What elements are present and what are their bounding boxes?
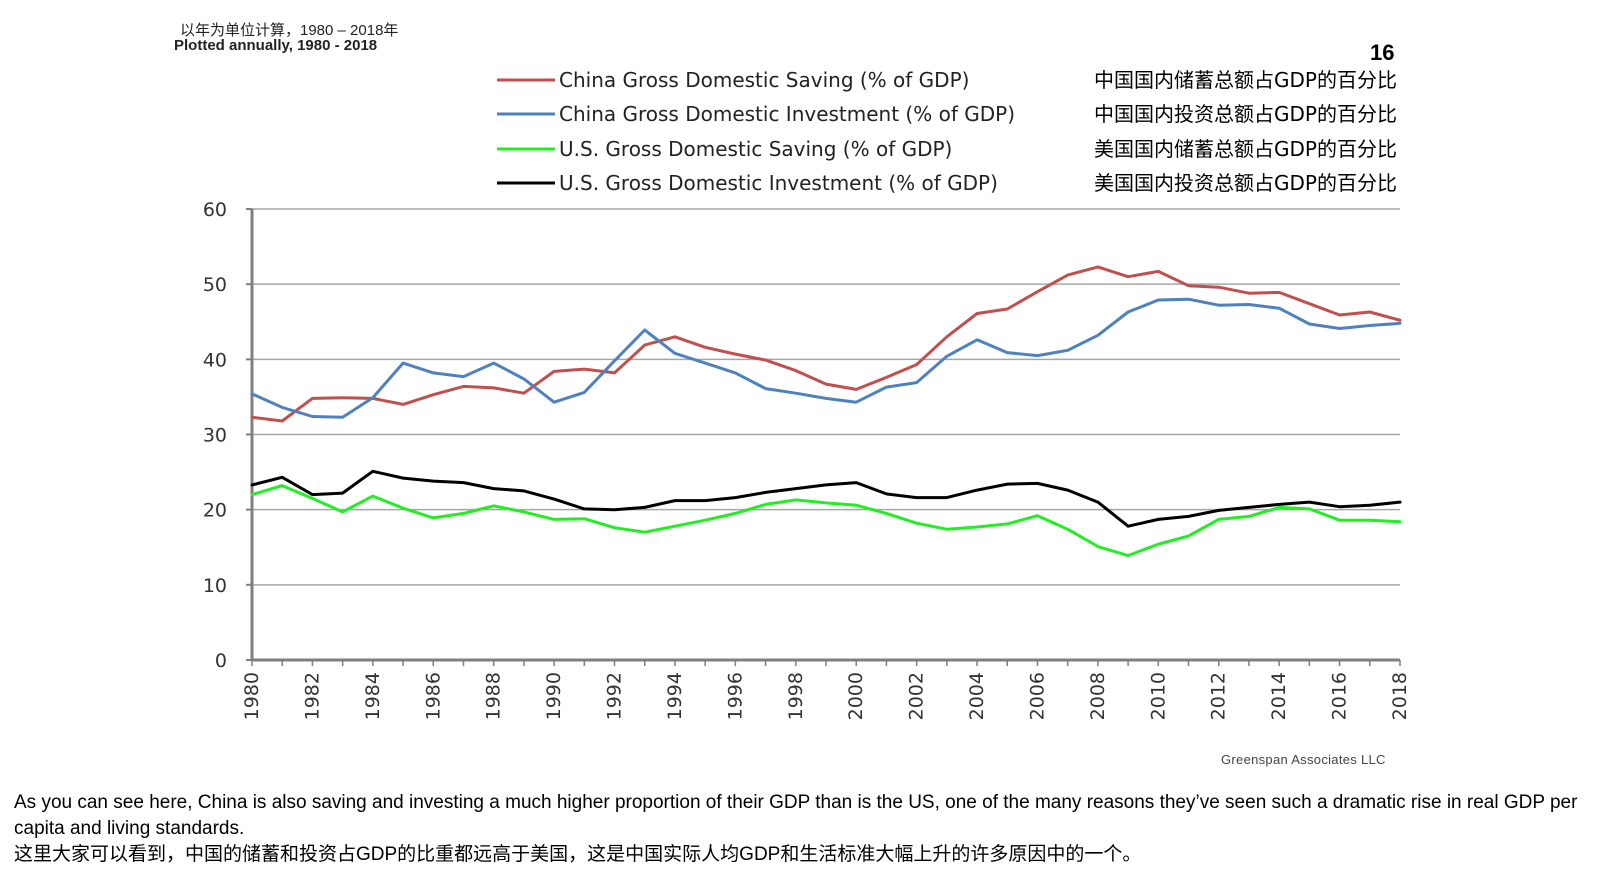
legend: China Gross Domestic Saving (% of GDP) 中国… — [497, 68, 1397, 195]
x-tick-label: 2006 — [1026, 672, 1048, 720]
series-line-3 — [250, 484, 1402, 557]
y-tick-label: 60 — [203, 199, 227, 221]
x-tick-label: 2016 — [1329, 672, 1351, 720]
gridlines — [252, 208, 1400, 586]
x-tick-label: 2010 — [1147, 672, 1169, 720]
series-lines — [250, 265, 1402, 557]
y-tick-label: 0 — [215, 650, 227, 672]
credit-text: Greenspan Associates LLC — [1221, 752, 1386, 767]
x-tick-label: 1996 — [724, 672, 746, 720]
y-tick-label: 10 — [203, 575, 227, 597]
x-tick-label: 1994 — [664, 672, 686, 720]
caption-cn: 这里大家可以看到，中国的储蓄和投资占GDP的比重都远高于美国，这是中国实际人均G… — [14, 844, 1142, 865]
page-number: 16 — [1370, 40, 1395, 65]
x-tick-label: 1990 — [543, 672, 565, 720]
x-tick-label: 1984 — [362, 672, 384, 720]
series-line-1 — [250, 265, 1402, 423]
subtitle-cn: 以年为单位计算，1980 – 2018年 — [180, 22, 399, 39]
y-tick-label: 20 — [203, 500, 227, 522]
x-tick-label: 2008 — [1087, 672, 1109, 720]
legend-label: U.S. Gross Domestic Saving (% of GDP) — [559, 137, 952, 161]
caption-en: As you can see here, China is also savin… — [14, 792, 1578, 839]
legend-label: China Gross Domestic Saving (% of GDP) — [559, 68, 969, 92]
x-tick-label: 2018 — [1389, 672, 1411, 720]
series-line-2 — [250, 297, 1402, 419]
x-tick-label: 2002 — [906, 672, 928, 720]
x-tick-label: 1986 — [422, 672, 444, 720]
caption: As you can see here, China is also savin… — [14, 790, 1594, 868]
legend-label: China Gross Domestic Investment (% of GD… — [559, 102, 1015, 126]
x-tick-label: 2000 — [845, 672, 867, 720]
x-tick-label: 2014 — [1268, 672, 1290, 720]
x-tick-label: 2004 — [966, 672, 988, 720]
legend-label-cn: 美国国内储蓄总额占GDP的百分比 — [1094, 137, 1397, 161]
legend-label-cn: 美国国内投资总额占GDP的百分比 — [1094, 171, 1397, 195]
subtitle-en: Plotted annually, 1980 - 2018 — [174, 37, 378, 54]
x-tick-label: 2012 — [1208, 672, 1230, 720]
legend-label-cn: 中国国内投资总额占GDP的百分比 — [1094, 102, 1397, 126]
x-tick-label: 1988 — [483, 672, 505, 720]
y-tick-label: 30 — [203, 425, 227, 447]
y-tick-label: 50 — [203, 274, 227, 296]
legend-label-cn: 中国国内储蓄总额占GDP的百分比 — [1094, 68, 1397, 92]
y-tick-label: 40 — [203, 349, 227, 371]
x-tick-label: 1982 — [301, 672, 323, 720]
x-tick-labels: 1980 1982 1984 1986 1988 1990 1992 1994 1996 1998… — [241, 672, 1411, 720]
axes — [246, 208, 1401, 666]
y-tick-labels: 0 10 20 30 40 50 60 — [203, 199, 227, 672]
x-tick-label: 1998 — [785, 672, 807, 720]
legend-label: U.S. Gross Domestic Investment (% of GDP… — [559, 171, 998, 195]
series-line-4 — [250, 469, 1402, 528]
x-tick-label: 1992 — [604, 672, 626, 720]
x-tick-label: 1980 — [241, 672, 263, 720]
